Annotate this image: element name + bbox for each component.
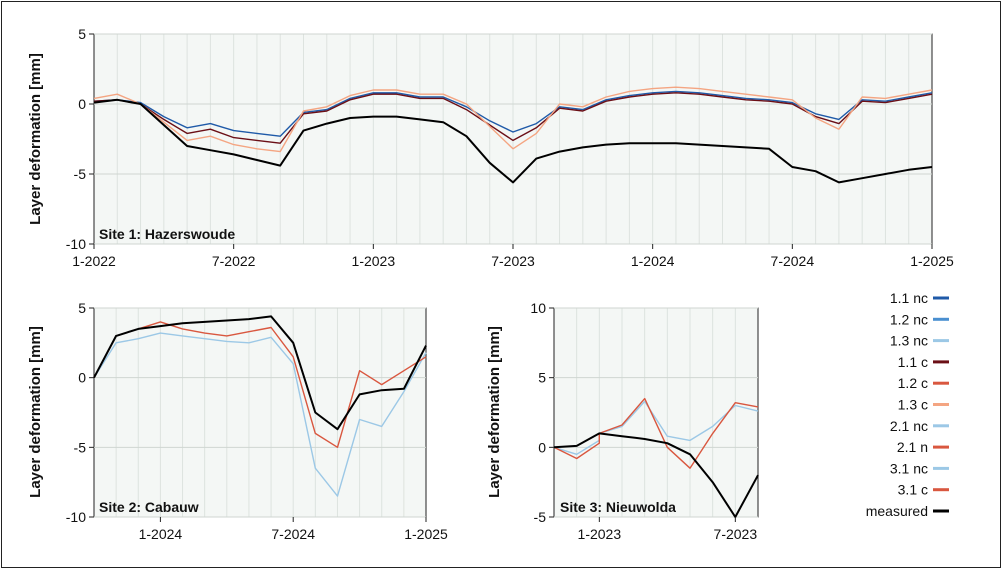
x-tick-label: 1-2023 — [578, 526, 622, 542]
legend-label: 1.2 c — [898, 375, 928, 391]
series-line-1-1-nc — [93, 90, 933, 137]
y-tick-label: 10 — [530, 300, 546, 316]
legend-label: 3.1 c — [898, 482, 928, 498]
series-line-measured — [93, 315, 427, 431]
x-tick-label: 1-2025 — [404, 526, 448, 542]
y-tick-label: -5 — [534, 509, 547, 525]
series-line-3-1-nc — [553, 400, 759, 455]
series-line-3-1-c — [553, 397, 759, 469]
legend-label: 1.3 nc — [890, 333, 928, 349]
x-tick-labels: 1-2022 7-2022 1-2023 7-2023 1-2024 7-2024 1-20… — [72, 244, 954, 269]
series-line-measured — [553, 432, 759, 518]
series-lines — [93, 86, 933, 184]
site-label: Site 3: Nieuwolda — [560, 499, 676, 515]
panel-site2: 5 0 -5 -10 1-2024 7-2024 1-2025 Layer deforma… — [27, 300, 448, 542]
x-tick-label: 7-2024 — [271, 526, 315, 542]
legend-label: 1.3 c — [898, 397, 928, 413]
y-tick-label: 5 — [78, 300, 86, 316]
series-line-1-1-c — [93, 92, 933, 144]
panel-site3: 10 5 0 -5 1-2023 7-2023 Layer deformation [m… — [486, 300, 759, 542]
y-axis-label: Layer deformation [mm] — [486, 326, 503, 498]
grid — [94, 33, 932, 245]
series-line-measured — [93, 98, 933, 184]
y-tick-label: -5 — [74, 166, 87, 182]
y-tick-label: -5 — [74, 439, 87, 455]
legend-label: measured — [866, 503, 928, 519]
series-line-2-1-nc — [93, 332, 427, 497]
x-tick-label: 1-2025 — [910, 253, 954, 269]
y-tick-label: -10 — [66, 236, 86, 252]
grid — [554, 307, 758, 518]
x-tick-label: 7-2023 — [491, 253, 535, 269]
x-tick-label: 1-2024 — [139, 526, 183, 542]
x-tick-label: 7-2024 — [771, 253, 815, 269]
x-tick-label: 7-2023 — [714, 526, 758, 542]
legend-label: 3.1 nc — [890, 460, 928, 476]
x-tick-label: 1-2023 — [352, 253, 396, 269]
site-label: Site 2: Cabauw — [99, 499, 199, 515]
y-tick-labels: 5 0 -5 -10 — [66, 300, 94, 525]
y-tick-label: 0 — [78, 370, 86, 386]
legend-label: 1.1 nc — [890, 290, 928, 306]
y-tick-label: 5 — [78, 26, 86, 42]
panel-site1: 5 0 -5 -10 1-2022 7-2022 1-2023 7-2023 1-2024 7-… — [27, 26, 954, 269]
y-axis-label: Layer deformation [mm] — [27, 326, 44, 498]
plot-area — [93, 307, 427, 518]
x-tick-label: 1-2024 — [631, 253, 675, 269]
y-tick-label: 0 — [78, 96, 86, 112]
series-line-2-1-n — [93, 321, 427, 448]
legend: 1.1 nc 1.2 nc 1.3 nc 1.1 c 1.2 c 1.3 c 2.1 nc 2… — [866, 290, 949, 519]
y-tick-labels: 10 5 0 -5 — [530, 300, 554, 525]
y-tick-label: 5 — [538, 370, 546, 386]
x-tick-labels: 1-2023 7-2023 — [578, 517, 758, 542]
x-tick-label: 1-2022 — [72, 253, 116, 269]
y-axis-label: Layer deformation [mm] — [27, 53, 44, 225]
y-tick-label: 0 — [538, 439, 546, 455]
y-tick-labels: 5 0 -5 -10 — [66, 26, 94, 252]
series-lines — [553, 397, 759, 518]
legend-label: 2.1 nc — [890, 418, 928, 434]
legend-label: 2.1 n — [897, 439, 928, 455]
series-line-1-3-c — [93, 86, 933, 153]
legend-label: 1.2 nc — [890, 311, 928, 327]
grid — [94, 307, 426, 518]
x-tick-labels: 1-2024 7-2024 1-2025 — [139, 517, 448, 542]
series-lines — [93, 315, 427, 497]
y-tick-label: -10 — [66, 509, 86, 525]
site-label: Site 1: Hazerswoude — [99, 226, 235, 242]
legend-label: 1.1 c — [898, 354, 928, 370]
x-tick-label: 7-2022 — [212, 253, 256, 269]
